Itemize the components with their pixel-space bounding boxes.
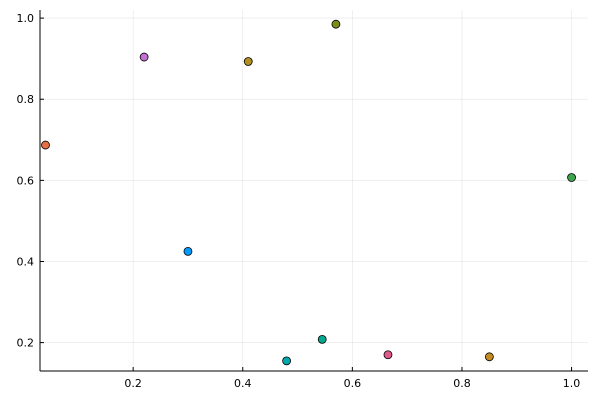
y-tick-label: 1.0 [17,12,35,25]
y-tick-label: 0.8 [17,93,35,106]
data-point [567,173,576,182]
axes [39,10,588,372]
data-point [243,57,253,66]
data-point [331,19,341,29]
data-point [383,350,393,360]
grid [40,10,588,371]
data-point [41,140,50,150]
x-tick-label: 0.4 [234,377,252,390]
data-point [183,246,193,256]
data-point [484,352,494,362]
data-point [317,334,327,344]
data-point [282,356,292,366]
x-tick-label: 0.2 [124,377,142,390]
y-tick-label: 0.2 [17,337,35,350]
x-tick-label: 0.6 [344,377,362,390]
data-point [139,52,149,62]
y-tick-label: 0.4 [17,255,35,268]
y-tick-label: 0.6 [17,174,35,187]
tick-labels: 0.2 0.4 0.6 0.8 1.0 0.2 0.4 0.6 0.8 1.0 [17,12,581,390]
x-tick-label: 1.0 [563,377,581,390]
data-points [41,19,576,366]
x-tick-label: 0.8 [453,377,471,390]
